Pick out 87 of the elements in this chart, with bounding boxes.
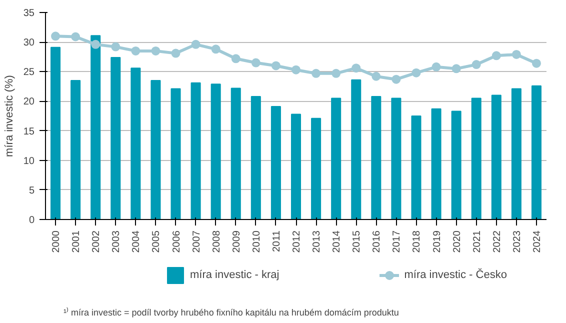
text: ¹⁾ míra investic = podíl tvorby hrubého fixního kapitálu na hrubém domácím produktu xyxy=(64,306,399,318)
x-tick-label: 2020 xyxy=(452,230,463,253)
y-tick-label: 25 xyxy=(23,67,35,78)
bar xyxy=(70,80,81,220)
point xyxy=(352,64,361,73)
legend-label: míra investic - kraj xyxy=(190,269,280,281)
point xyxy=(312,68,321,78)
point xyxy=(432,62,441,72)
y-tick-label: 30 xyxy=(23,38,35,49)
point xyxy=(211,44,220,54)
x-tick-label: 2007 xyxy=(191,230,202,253)
x-tick-label: 2014 xyxy=(332,230,343,253)
point xyxy=(392,74,401,84)
bar xyxy=(391,98,402,220)
y-axis-title: míra investic (%) xyxy=(3,75,16,157)
point xyxy=(91,40,100,49)
point xyxy=(71,32,80,42)
bar xyxy=(50,46,61,220)
x-tick-label: 2015 xyxy=(352,230,363,253)
bar xyxy=(110,56,121,220)
x-tick-label: 2023 xyxy=(512,230,523,253)
x-tick-label: 2017 xyxy=(392,230,403,253)
point xyxy=(472,60,481,70)
point xyxy=(51,32,60,41)
x-tick-label: 2009 xyxy=(231,230,242,253)
point xyxy=(271,61,280,70)
x-tick-label: 2008 xyxy=(211,230,222,253)
point xyxy=(412,68,421,78)
x-tick-label: 2019 xyxy=(432,230,443,253)
x-tick-label: 2012 xyxy=(292,230,302,253)
y-tick-label: 10 xyxy=(23,156,35,167)
y-tick-label: 5 xyxy=(28,185,35,196)
legend-label: míra investic - Česko xyxy=(404,269,507,281)
x-tick-label: 2003 xyxy=(111,230,122,253)
bar xyxy=(411,116,422,220)
bar xyxy=(130,68,141,220)
y-tick-label: 20 xyxy=(23,96,35,108)
bar xyxy=(311,118,322,220)
bar xyxy=(351,79,362,220)
x-tick-label: 2006 xyxy=(171,230,182,253)
bar xyxy=(170,88,181,220)
bar xyxy=(491,94,502,220)
point xyxy=(292,65,300,74)
point xyxy=(532,58,541,68)
x-tick-label: 2000 xyxy=(51,230,62,253)
bar xyxy=(451,110,462,220)
point xyxy=(171,48,180,58)
point xyxy=(332,68,341,78)
point xyxy=(111,42,120,52)
point xyxy=(512,50,521,59)
x-tick-label: 2022 xyxy=(492,230,503,253)
bar xyxy=(250,96,261,220)
y-tick-label: 35 xyxy=(23,8,35,19)
bar xyxy=(210,84,221,220)
bar xyxy=(230,88,241,220)
x-tick-label: 2011 xyxy=(271,230,282,252)
point xyxy=(372,72,381,81)
point xyxy=(231,54,240,64)
x-tick-label: 2001 xyxy=(71,230,82,253)
bar xyxy=(431,108,442,220)
point xyxy=(131,46,140,56)
bar xyxy=(150,80,161,220)
bar xyxy=(190,82,201,220)
x-tick-label: 2018 xyxy=(412,230,423,253)
point xyxy=(251,58,260,68)
point xyxy=(492,51,501,60)
bar xyxy=(511,88,522,220)
bar xyxy=(270,106,281,220)
y-tick-label: 0 xyxy=(28,215,35,226)
bar xyxy=(90,35,101,220)
y-tick-label: 15 xyxy=(23,126,35,138)
bar xyxy=(331,98,342,220)
point xyxy=(191,40,200,49)
bar xyxy=(290,114,302,220)
bar xyxy=(371,96,382,220)
x-tick-label: 2021 xyxy=(472,230,483,253)
bar xyxy=(471,98,482,220)
x-tick-label: 2016 xyxy=(372,230,383,253)
x-tick-label: 2024 xyxy=(532,230,543,253)
x-tick-label: 2005 xyxy=(151,230,162,253)
x-tick-label: 2013 xyxy=(312,230,323,253)
point xyxy=(151,46,160,56)
point xyxy=(452,64,461,74)
x-tick-label: 2010 xyxy=(251,230,262,253)
x-tick-label: 2002 xyxy=(91,230,102,253)
x-tick-label: 2004 xyxy=(131,230,142,253)
bar xyxy=(531,85,542,220)
